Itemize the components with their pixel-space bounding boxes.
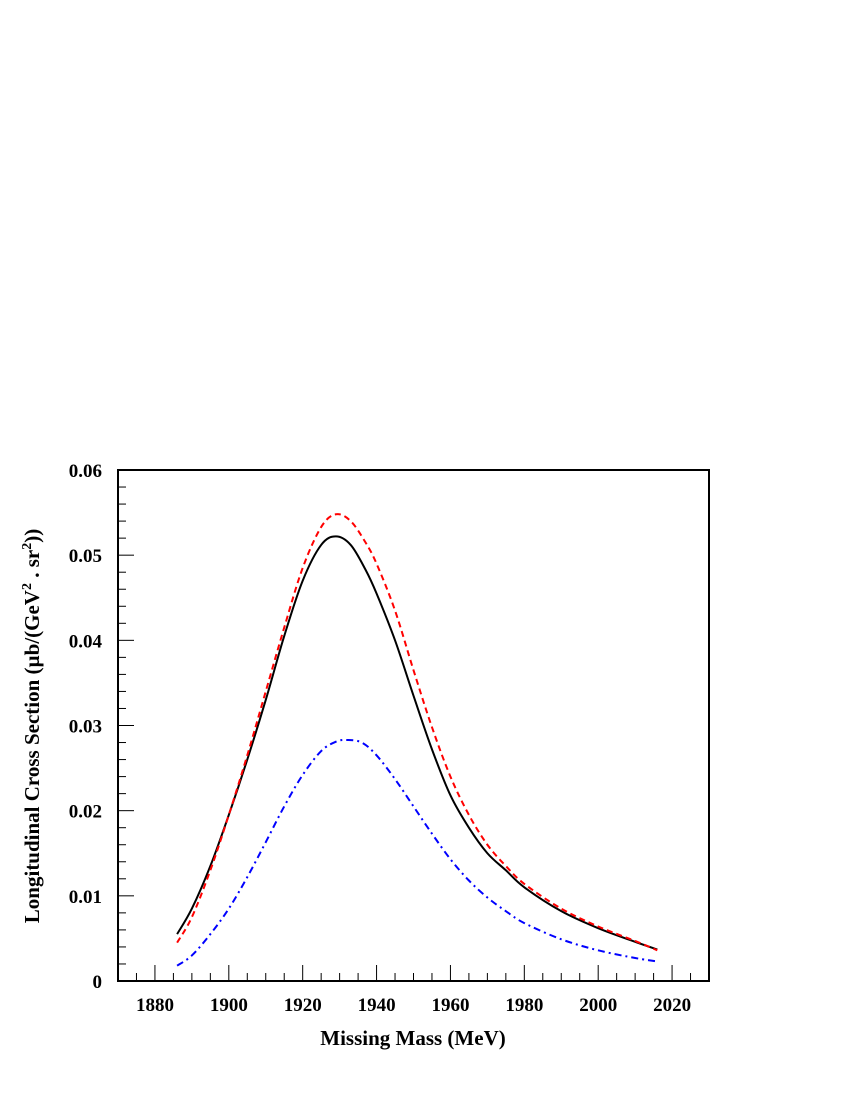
y-tick-label: 0.01 [69, 887, 102, 908]
y-axis-title-part-1: Longitudinal Cross Section (µb/(GeV [20, 590, 44, 923]
curve-dash-dot [176, 738, 658, 967]
x-tick-label: 1880 [136, 995, 174, 1016]
y-axis-title-sup-1: 2 [20, 583, 35, 590]
plot-frame [117, 469, 710, 982]
y-axis-title-part-3: )) [20, 529, 44, 543]
y-tick-label: 0.05 [69, 546, 102, 567]
x-tick-label: 2000 [579, 995, 617, 1016]
x-tick-label: 1980 [505, 995, 543, 1016]
curve-solid [176, 535, 658, 951]
y-tick-label: 0 [93, 972, 103, 993]
x-tick-label: 2020 [653, 995, 691, 1016]
y-tick-label: 0.02 [69, 802, 102, 823]
y-tick-label: 0.04 [69, 631, 103, 652]
y-axis-title-sup-2: 2 [20, 543, 35, 550]
y-axis-title-part-2: . sr [20, 550, 44, 583]
x-tick-label: 1960 [431, 995, 469, 1016]
x-tick-label: 1920 [284, 995, 322, 1016]
axis-ticks [117, 469, 710, 982]
x-tick-label: 1940 [358, 995, 396, 1016]
y-axis-title: Longitudinal Cross Section (µb/(GeV2 . s… [20, 529, 44, 923]
x-tick-label: 1900 [210, 995, 248, 1016]
x-axis-title: Missing Mass (MeV) [320, 1026, 505, 1050]
curves [176, 513, 658, 967]
y-tick-label: 0.06 [69, 461, 102, 482]
axis-tick-labels: 1880 1900 1920 1940 1960 1980 2000 2020 0 0.01 0.0… [69, 461, 691, 1016]
y-tick-label: 0.03 [69, 717, 102, 738]
curve-dashed [176, 513, 658, 952]
